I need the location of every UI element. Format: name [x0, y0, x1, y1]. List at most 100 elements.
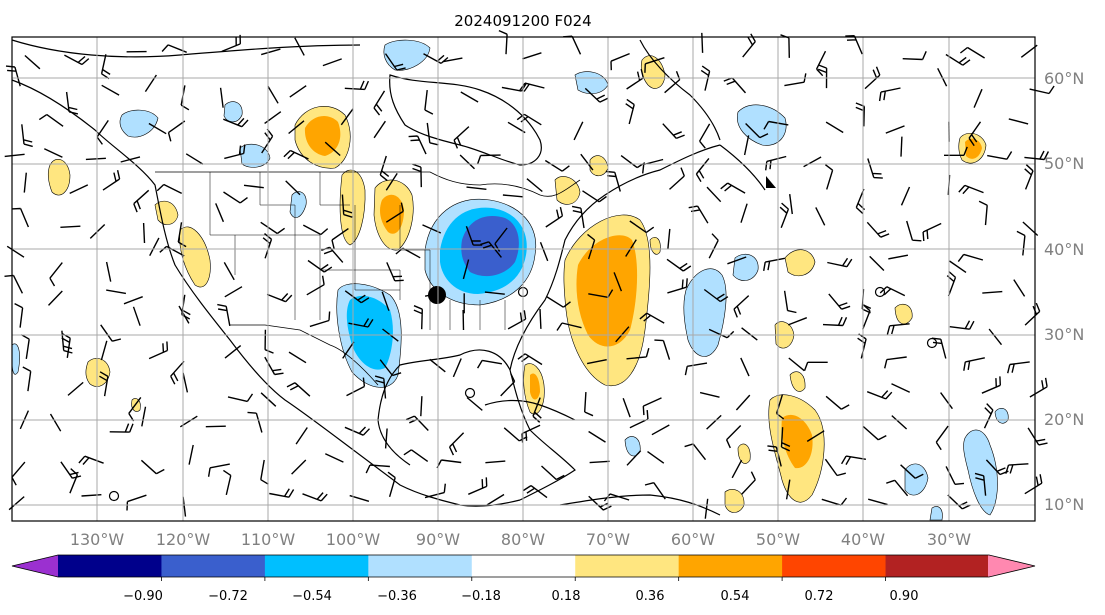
wind-barb	[223, 469, 232, 496]
wind-barb	[545, 206, 564, 228]
wind-barb	[539, 308, 542, 329]
colorbar-tick-label: −0.54	[292, 589, 332, 604]
wind-barb	[60, 225, 81, 228]
wind-barb	[869, 255, 885, 271]
wind-barb	[541, 465, 565, 481]
wind-barb	[132, 306, 141, 326]
wind-barb	[126, 494, 147, 511]
wind-barb	[167, 120, 186, 142]
wind-barb	[102, 170, 121, 191]
storm-center-marker	[428, 286, 446, 304]
wind-barb	[532, 397, 542, 423]
coastline-west	[11, 79, 521, 507]
wind-barb	[821, 497, 848, 506]
wind-barb	[584, 87, 609, 103]
figure-title: 2024091200 F024	[454, 12, 591, 30]
wind-barb	[900, 186, 911, 206]
wind-barb	[988, 328, 1003, 346]
wind-barb	[65, 91, 79, 115]
lon-label: 100°W	[326, 530, 381, 549]
wind-barb	[480, 241, 502, 258]
wind-barb	[1005, 463, 1029, 474]
wind-barb	[701, 32, 704, 53]
wind-barb	[613, 272, 623, 292]
colorbar-tick-label: 0.72	[805, 589, 834, 604]
lat-label: 50°N	[1044, 154, 1084, 173]
wind-barb	[486, 493, 505, 506]
colorbar-tick-label: −0.90	[123, 589, 163, 604]
positive-anomaly-east-6	[737, 443, 751, 464]
wind-barb	[900, 136, 903, 157]
wind-barb	[935, 425, 949, 451]
wind-barb	[822, 316, 848, 327]
wind-barb	[374, 375, 387, 399]
negative-anomaly-atlantic-west-2	[732, 254, 759, 281]
coastline-labrador	[719, 144, 766, 191]
wind-barb	[603, 493, 630, 502]
wind-barb	[669, 167, 685, 190]
wind-barb	[385, 202, 404, 223]
colorbar	[11, 554, 1036, 581]
wind-barb	[424, 483, 446, 499]
wind-barb	[922, 222, 942, 242]
wind-barb	[885, 125, 905, 134]
wind-barb	[588, 430, 606, 443]
negative-anomaly-westcoast	[11, 343, 20, 375]
lat-label: 30°N	[1044, 325, 1084, 344]
wind-barb	[381, 291, 390, 311]
wind-barb	[622, 398, 631, 418]
wind-barb	[803, 156, 822, 168]
wind-barb	[946, 270, 957, 297]
wind-barb	[763, 257, 786, 272]
wind-barb	[243, 184, 264, 189]
lat-label: 40°N	[1044, 240, 1084, 259]
wind-barb	[420, 396, 423, 417]
wind-barb	[629, 410, 649, 429]
wind-barb	[148, 341, 169, 360]
wind-barb	[940, 392, 953, 410]
wind-barb	[207, 463, 230, 477]
wind-barb	[224, 345, 242, 359]
coastline-greenland	[639, 39, 721, 141]
wind-barb	[780, 427, 791, 452]
wind-barb	[384, 53, 406, 71]
wind-barb	[288, 351, 307, 364]
colorbar-tick-label: −0.18	[461, 589, 501, 604]
wind-barb	[878, 87, 901, 102]
wind-barb	[365, 464, 390, 474]
coastline-hudson-bay	[389, 74, 542, 166]
wind-barb	[386, 262, 404, 282]
wind-barb	[974, 472, 987, 496]
wind-barb	[78, 455, 104, 465]
lon-label: 40°W	[841, 530, 885, 549]
wind-barb	[982, 290, 1003, 294]
latitude-axis: 10°N 20°N 30°N 40°N 50°N 60°N	[1044, 69, 1084, 514]
colorbar-bin	[161, 555, 266, 577]
wind-barb	[785, 479, 791, 500]
wind-barb	[825, 395, 850, 410]
wind-barb	[706, 186, 722, 203]
map-panel	[4, 29, 1055, 522]
wind-barb	[105, 261, 112, 282]
lat-label: 10°N	[1044, 495, 1084, 514]
wind-barb	[47, 290, 63, 306]
wind-barb	[149, 237, 160, 257]
wind-barb	[156, 183, 183, 195]
wind-barb	[699, 391, 720, 398]
wind-barb	[424, 90, 434, 115]
wind-barb	[408, 135, 427, 155]
positive-anomaly-east-2	[784, 249, 816, 277]
wind-barb	[81, 494, 102, 497]
wind-barb	[625, 98, 635, 125]
wind-barb	[957, 253, 984, 263]
wind-barb	[519, 82, 545, 92]
wind-barb	[227, 393, 254, 403]
wind-barb	[642, 397, 662, 416]
colorbar-bin	[575, 555, 680, 577]
colorbar-bin	[782, 555, 887, 577]
wind-barb	[891, 415, 908, 430]
wind-barb	[24, 54, 41, 70]
wind-barb	[815, 50, 827, 77]
wind-barb	[944, 146, 968, 156]
wind-barb	[306, 275, 325, 296]
